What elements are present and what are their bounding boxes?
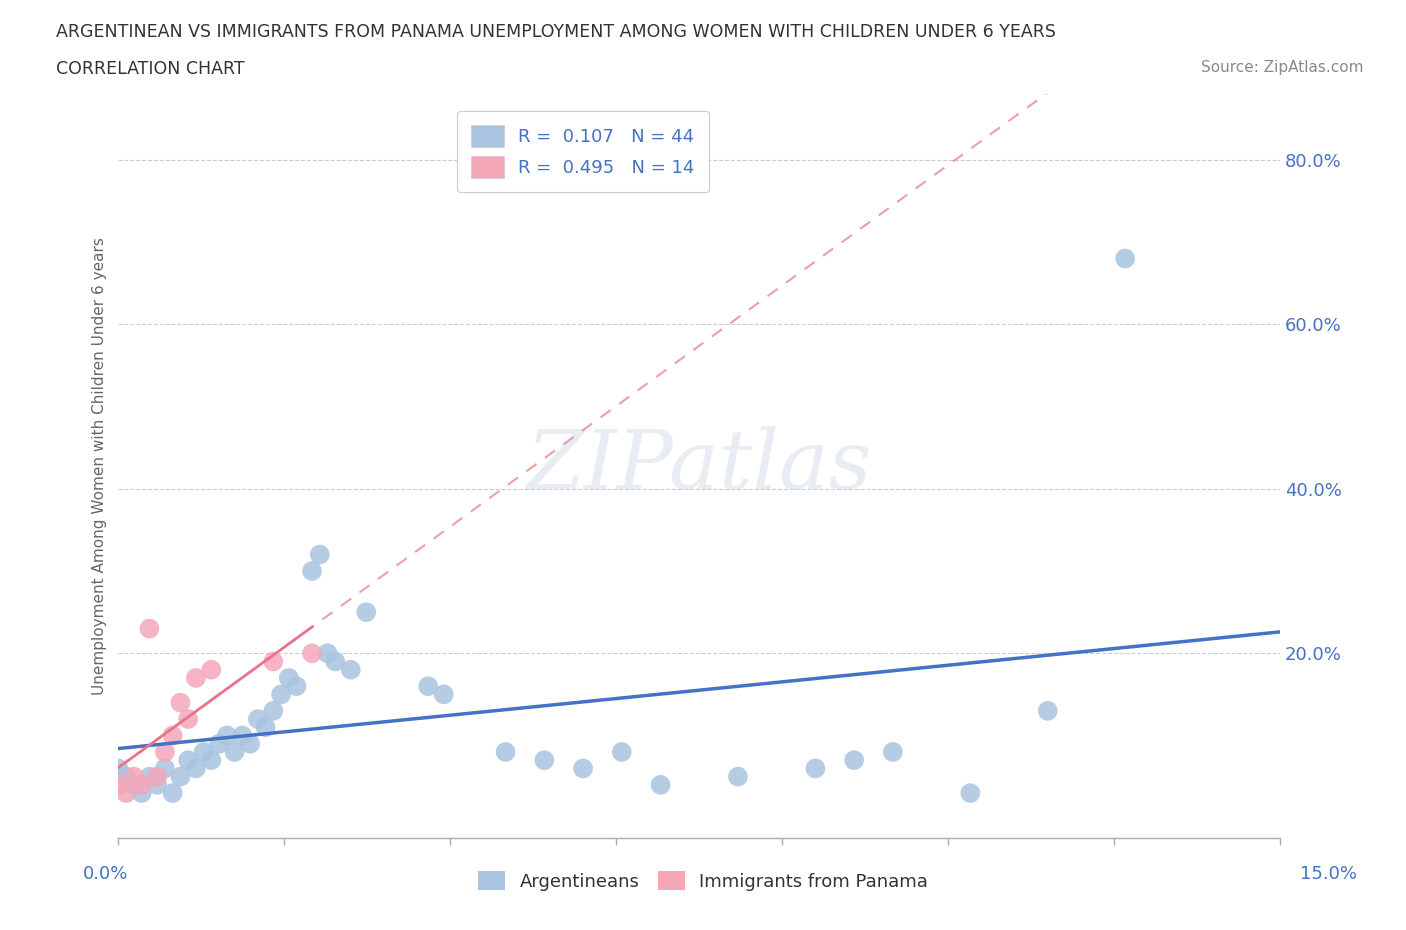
- Point: [162, 786, 184, 801]
- Point: [1114, 251, 1136, 266]
- Point: [169, 769, 191, 784]
- Point: [301, 564, 323, 578]
- Point: [254, 720, 277, 735]
- Point: [153, 761, 176, 776]
- Point: [146, 777, 169, 792]
- Point: [262, 703, 284, 718]
- Text: CORRELATION CHART: CORRELATION CHART: [56, 60, 245, 78]
- Point: [193, 745, 215, 760]
- Point: [270, 687, 292, 702]
- Point: [215, 728, 238, 743]
- Point: [200, 752, 222, 767]
- Text: 15.0%: 15.0%: [1301, 865, 1357, 883]
- Text: 0.0%: 0.0%: [83, 865, 128, 883]
- Point: [572, 761, 595, 776]
- Point: [177, 711, 200, 726]
- Point: [184, 761, 207, 776]
- Point: [239, 737, 262, 751]
- Text: ARGENTINEAN VS IMMIGRANTS FROM PANAMA UNEMPLOYMENT AMONG WOMEN WITH CHILDREN UND: ARGENTINEAN VS IMMIGRANTS FROM PANAMA UN…: [56, 23, 1056, 41]
- Legend: R =  0.107   N = 44, R =  0.495   N = 14: R = 0.107 N = 44, R = 0.495 N = 14: [457, 111, 709, 193]
- Point: [727, 769, 749, 784]
- Point: [146, 769, 169, 784]
- Point: [285, 679, 308, 694]
- Y-axis label: Unemployment Among Women with Children Under 6 years: Unemployment Among Women with Children U…: [93, 237, 107, 695]
- Point: [882, 745, 904, 760]
- Legend: Argentineans, Immigrants from Panama: Argentineans, Immigrants from Panama: [471, 864, 935, 897]
- Point: [301, 645, 323, 660]
- Point: [107, 777, 129, 792]
- Point: [115, 786, 138, 801]
- Point: [115, 769, 138, 784]
- Point: [231, 728, 253, 743]
- Point: [277, 671, 299, 685]
- Point: [433, 687, 456, 702]
- Point: [959, 786, 981, 801]
- Point: [650, 777, 672, 792]
- Point: [339, 662, 361, 677]
- Point: [169, 695, 191, 710]
- Text: Source: ZipAtlas.com: Source: ZipAtlas.com: [1201, 60, 1364, 75]
- Point: [495, 745, 517, 760]
- Point: [610, 745, 633, 760]
- Point: [246, 711, 269, 726]
- Point: [162, 728, 184, 743]
- Point: [122, 769, 145, 784]
- Point: [208, 737, 231, 751]
- Point: [184, 671, 207, 685]
- Point: [308, 547, 330, 562]
- Point: [138, 621, 160, 636]
- Point: [224, 745, 246, 760]
- Point: [131, 777, 153, 792]
- Point: [131, 786, 153, 801]
- Point: [316, 645, 339, 660]
- Point: [533, 752, 555, 767]
- Point: [323, 654, 346, 669]
- Point: [200, 662, 222, 677]
- Point: [138, 769, 160, 784]
- Point: [153, 745, 176, 760]
- Point: [1036, 703, 1059, 718]
- Text: ZIPatlas: ZIPatlas: [526, 426, 872, 506]
- Point: [262, 654, 284, 669]
- Point: [107, 761, 129, 776]
- Point: [122, 777, 145, 792]
- Point: [177, 752, 200, 767]
- Point: [418, 679, 440, 694]
- Point: [354, 604, 377, 619]
- Point: [804, 761, 827, 776]
- Point: [842, 752, 865, 767]
